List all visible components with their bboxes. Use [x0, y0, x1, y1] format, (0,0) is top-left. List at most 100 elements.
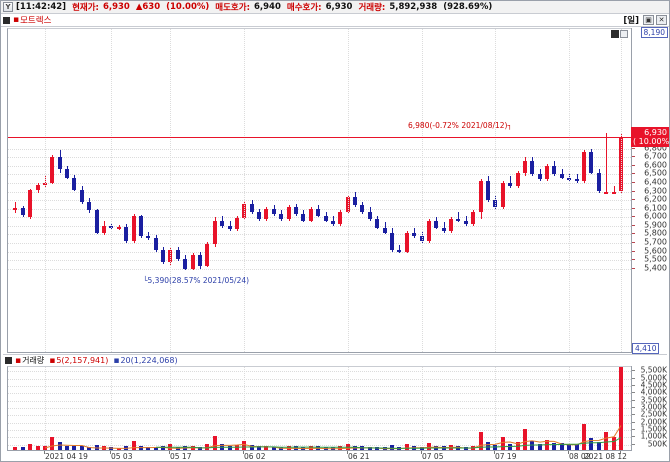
candle-body[interactable]	[117, 226, 121, 229]
volume-bar[interactable]	[28, 443, 32, 450]
candle-body[interactable]	[597, 172, 601, 192]
volume-bar[interactable]	[205, 443, 209, 450]
volume-bar[interactable]	[560, 442, 564, 450]
candle-body[interactable]	[95, 210, 99, 233]
volume-bar[interactable]	[538, 443, 542, 450]
volume-bar[interactable]	[493, 445, 497, 450]
volume-bar[interactable]	[257, 446, 261, 450]
candle-body[interactable]	[582, 151, 586, 182]
volume-bar[interactable]	[612, 437, 616, 450]
candle-body[interactable]	[161, 249, 165, 262]
candle-body[interactable]	[154, 237, 158, 250]
volume-bar[interactable]	[582, 423, 586, 450]
volume-bar[interactable]	[486, 441, 490, 450]
volume-bar[interactable]	[132, 440, 136, 450]
candle-body[interactable]	[250, 203, 254, 213]
candle-body[interactable]	[560, 174, 564, 178]
candle-body[interactable]	[50, 157, 54, 183]
candle-body[interactable]	[338, 212, 342, 225]
volume-bar[interactable]	[405, 443, 409, 450]
volume-bar[interactable]	[427, 442, 431, 450]
candle-body[interactable]	[183, 259, 187, 269]
candle-body[interactable]	[383, 227, 387, 233]
candle-body[interactable]	[538, 174, 542, 180]
candle-body[interactable]	[612, 191, 616, 194]
candle-body[interactable]	[604, 191, 608, 194]
volume-bar[interactable]	[228, 446, 232, 450]
panel-expand-icon[interactable]	[620, 30, 628, 38]
candle-body[interactable]	[456, 219, 460, 221]
volume-bar[interactable]	[597, 442, 601, 450]
candle-body[interactable]	[405, 232, 409, 252]
candle-body[interactable]	[516, 172, 520, 187]
volume-bar[interactable]	[264, 445, 268, 450]
volume-bar[interactable]	[619, 367, 623, 450]
candle-body[interactable]	[65, 169, 69, 178]
volume-bar[interactable]	[72, 446, 76, 450]
candle-body[interactable]	[589, 151, 593, 173]
volume-bar[interactable]	[80, 446, 84, 450]
candle-body[interactable]	[331, 220, 335, 225]
candle-body[interactable]	[324, 215, 328, 221]
candle-body[interactable]	[464, 220, 468, 225]
volume-bar[interactable]	[50, 436, 54, 450]
candle-body[interactable]	[124, 226, 128, 242]
volume-bar[interactable]	[552, 443, 556, 450]
candle-body[interactable]	[146, 236, 150, 239]
volume-bar[interactable]	[21, 447, 25, 450]
candle-body[interactable]	[375, 219, 379, 228]
volume-bar[interactable]	[36, 445, 40, 450]
volume-bar[interactable]	[109, 447, 113, 450]
candle-body[interactable]	[471, 212, 475, 225]
volume-bar[interactable]	[604, 432, 608, 450]
volume-bar[interactable]	[87, 446, 91, 450]
candle-body[interactable]	[279, 213, 283, 219]
candle-body[interactable]	[198, 255, 202, 267]
candle-body[interactable]	[102, 225, 106, 233]
candle-body[interactable]	[36, 185, 40, 190]
candle-body[interactable]	[80, 189, 84, 202]
candle-body[interactable]	[176, 249, 180, 260]
candle-body[interactable]	[508, 182, 512, 187]
close-icon[interactable]: ✕	[656, 15, 667, 25]
candle-body[interactable]	[427, 220, 431, 242]
candle-body[interactable]	[228, 225, 232, 230]
volume-bar[interactable]	[65, 445, 69, 450]
candle-body[interactable]	[316, 208, 320, 216]
volume-bar[interactable]	[375, 447, 379, 450]
candle-body[interactable]	[191, 255, 195, 269]
candle-body[interactable]	[412, 232, 416, 237]
volume-bar[interactable]	[567, 443, 571, 450]
candle-body[interactable]	[575, 179, 579, 182]
candle-body[interactable]	[72, 177, 76, 190]
candle-body[interactable]	[442, 227, 446, 232]
volume-bar[interactable]	[287, 445, 291, 450]
volume-bar[interactable]	[575, 444, 579, 450]
candle-body[interactable]	[28, 189, 32, 218]
candle-body[interactable]	[235, 218, 239, 230]
maximize-icon[interactable]: ▣	[643, 15, 654, 25]
candle-body[interactable]	[213, 220, 217, 244]
candle-body[interactable]	[287, 206, 291, 219]
candle-body[interactable]	[501, 182, 505, 207]
candle-body[interactable]	[523, 160, 527, 173]
timeframe-badge[interactable]: [일]	[623, 16, 639, 26]
candle-body[interactable]	[264, 208, 268, 219]
candle-body[interactable]	[139, 216, 143, 237]
candle-body[interactable]	[479, 181, 483, 213]
volume-bar[interactable]	[501, 436, 505, 450]
candle-body[interactable]	[368, 212, 372, 219]
candle-body[interactable]	[552, 165, 556, 175]
candle-body[interactable]	[257, 212, 261, 219]
candle-body[interactable]	[486, 181, 490, 201]
candle-body[interactable]	[449, 219, 453, 232]
candle-body[interactable]	[360, 205, 364, 213]
volume-plot[interactable]	[7, 366, 631, 451]
volume-bar[interactable]	[272, 446, 276, 450]
volume-bar[interactable]	[154, 447, 158, 450]
volume-bar[interactable]	[390, 444, 394, 450]
panel-collapse-icon[interactable]	[611, 30, 619, 38]
volume-bar[interactable]	[250, 445, 254, 450]
volume-bar[interactable]	[146, 447, 150, 450]
candle-body[interactable]	[21, 207, 25, 215]
